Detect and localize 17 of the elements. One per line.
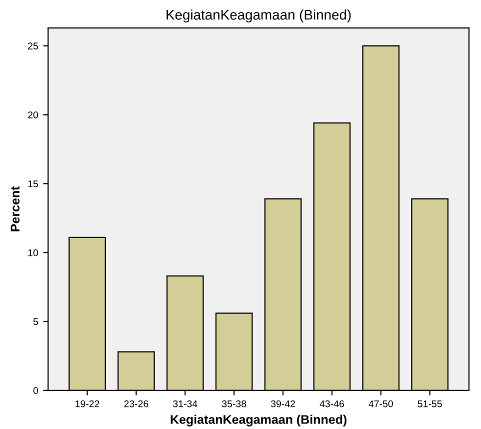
y-tick-label: 15 [28, 180, 38, 188]
y-tick-label: 20 [28, 111, 38, 118]
y-tick-label: 0 [33, 387, 38, 394]
y-axis-title: Percent [10, 186, 20, 232]
x-tick-label: 31-34 [173, 400, 198, 408]
chart-title: KegiatanKeagamaan (Binned) [166, 9, 351, 22]
x-tick-label: 23-26 [124, 400, 148, 408]
y-tick-label: 5 [33, 318, 38, 326]
x-tick-label: 39-42 [270, 400, 295, 408]
y-tick-label: 25 [28, 42, 38, 50]
y-tick-label: 10 [28, 249, 38, 256]
x-tick-label: 47-50 [368, 400, 393, 408]
x-tick-label: 43-46 [320, 400, 344, 408]
x-tick-label: 51-55 [418, 400, 442, 408]
x-axis-title: KegiatanKeagamaan (Binned) [170, 414, 346, 426]
x-tick-label: 19-22 [76, 400, 100, 408]
x-tick-label: 35-38 [222, 400, 246, 408]
